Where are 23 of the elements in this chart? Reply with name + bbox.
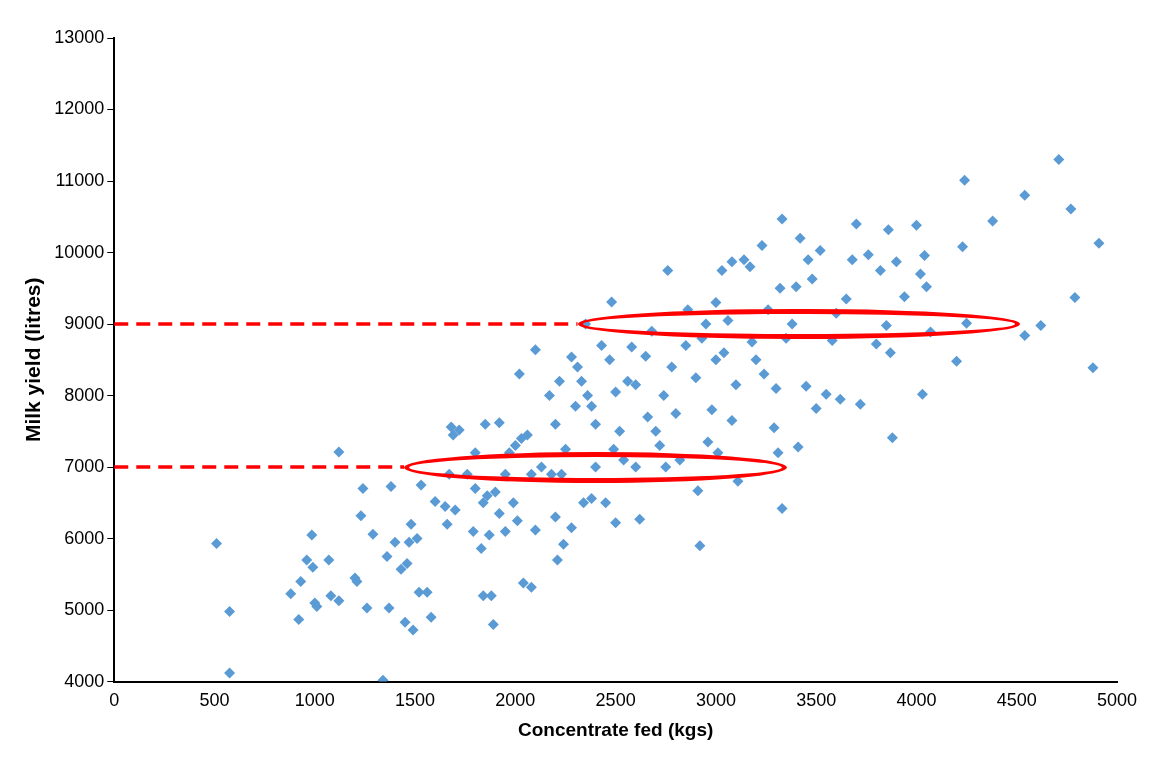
x-tick-label: 4500 xyxy=(996,690,1037,711)
y-tick-label: 8000 xyxy=(64,384,105,405)
x-tick-label: 4000 xyxy=(896,690,937,711)
x-tick-label: 500 xyxy=(199,690,230,711)
x-tick-label: 3000 xyxy=(695,690,736,711)
x-axis-title: Concentrate fed (kgs) xyxy=(517,718,714,740)
x-tick-label: 5000 xyxy=(1096,690,1138,711)
y-tick-label: 13000 xyxy=(54,26,105,47)
y-tick-label: 5000 xyxy=(64,599,105,620)
x-tick-label: 1500 xyxy=(395,690,436,711)
y-tick-label: 12000 xyxy=(54,98,105,119)
x-tick-label: 2500 xyxy=(595,690,636,711)
x-tick-label: 1000 xyxy=(294,690,335,711)
y-tick-label: 9000 xyxy=(64,313,105,334)
y-tick-label: 6000 xyxy=(64,527,105,548)
x-tick-label: 3500 xyxy=(796,690,837,711)
y-tick-label: 7000 xyxy=(64,456,105,477)
y-tick-label: 4000 xyxy=(64,670,105,691)
x-tick-label: 0 xyxy=(109,690,120,711)
y-axis-title: Milk yield (litres) xyxy=(21,277,45,443)
y-tick-label: 11000 xyxy=(55,169,105,190)
y-tick-label: 10000 xyxy=(54,241,105,262)
x-tick-label: 2000 xyxy=(495,690,536,711)
